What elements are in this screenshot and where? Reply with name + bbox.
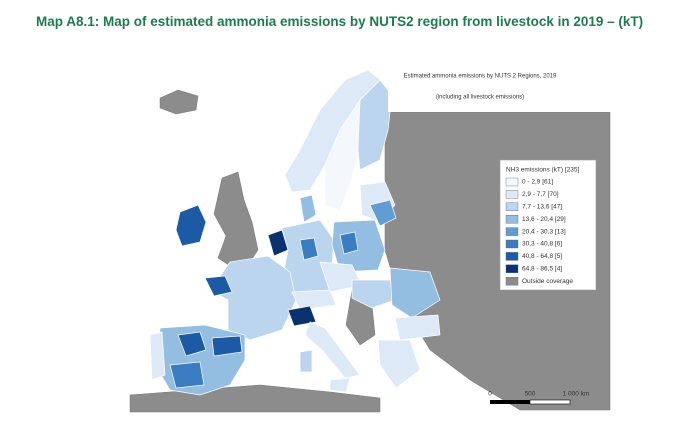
scale-segment — [490, 400, 530, 404]
map-title: Estimated ammonia emissions by NUTS 2 Re… — [404, 74, 557, 80]
legend-label: Outside coverage — [522, 278, 573, 285]
region-denmark — [299, 194, 317, 223]
region-hungary — [351, 279, 396, 309]
region-poland — [331, 219, 386, 273]
region-po-valley — [287, 305, 317, 327]
scale-segment — [529, 399, 571, 405]
legend-swatch — [505, 214, 519, 224]
legend-title: NH3 emissions (kT) [235] — [506, 167, 580, 174]
outside-iceland — [159, 89, 199, 115]
legend-swatch — [505, 190, 519, 199]
region-poland-w — [339, 231, 359, 255]
legend-label: 13,6 - 20,4 [29] — [522, 216, 566, 223]
map-subtitle: (including all livestock emissions) — [436, 95, 524, 101]
region-lithuania — [369, 199, 397, 227]
page-title: Map A8.1: Map of estimated ammonia emiss… — [36, 14, 644, 29]
region-germany-nw — [299, 237, 319, 261]
region-finland — [357, 79, 393, 171]
region-brittany — [204, 275, 233, 297]
region-romania — [389, 267, 441, 319]
legend-swatch — [505, 264, 519, 273]
scale-label: 500 — [525, 391, 536, 398]
legend-swatch — [505, 252, 519, 261]
region-bulgaria — [394, 314, 441, 341]
legend-label: 2,9 - 7,7 [70] — [522, 191, 559, 198]
region-italy — [304, 321, 361, 379]
region-castilla — [177, 331, 207, 357]
scale-label: 0 — [488, 391, 492, 398]
region-andalucia — [169, 361, 205, 389]
region-aragon — [211, 335, 243, 357]
legend-label: 64,8 - 86,5 [4] — [522, 266, 562, 273]
region-ireland — [175, 204, 207, 247]
region-alps — [291, 289, 337, 311]
legend-swatch — [505, 202, 519, 212]
legend-label: 7,7 - 13,6 [47] — [522, 204, 562, 211]
legend-label: 0 - 2,9 [61] — [522, 179, 553, 186]
legend-label: 30,3 - 40,8 [6] — [522, 241, 562, 248]
region-sardinia — [299, 349, 313, 373]
legend-swatch — [505, 277, 519, 286]
scale-bar: 0 500 1 000 km — [488, 391, 590, 405]
legend-swatch — [505, 227, 519, 236]
region-greece — [377, 339, 421, 389]
scale-label: 1 000 km — [563, 391, 590, 398]
region-portugal — [149, 331, 166, 381]
legend-label: 20,4 - 30,3 [13] — [522, 228, 566, 235]
region-sicily — [329, 377, 351, 393]
legend-swatch — [505, 177, 519, 187]
legend: NH3 emissions (kT) [235] 0 - 2,9 [61] 2,9… — [499, 159, 597, 291]
map-heading-box — [388, 64, 610, 112]
legend-label: 40,8 - 64,8 [5] — [522, 253, 562, 260]
legend-swatch — [505, 239, 519, 249]
